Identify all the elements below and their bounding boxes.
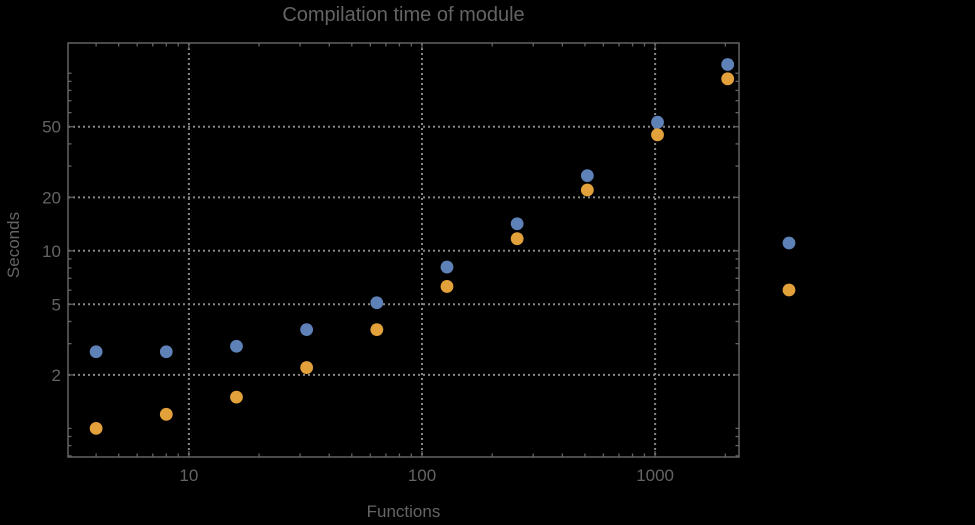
y-tick-label: 5 [52,295,61,314]
x-tick-label: 10 [179,466,198,485]
x-tick-label: 100 [408,466,436,485]
data-point-series-orange [370,323,384,336]
y-tick-label: 20 [42,188,61,207]
legend-marker-1 [782,236,796,250]
data-point-series-blue [230,339,243,353]
data-point-series-blue [721,58,735,71]
data-point-series-orange [510,232,524,246]
x-tick-label: 1000 [636,466,674,485]
chart-title: Compilation time of module [282,4,525,26]
data-point-series-orange [651,128,664,142]
data-point-series-orange [230,390,243,404]
data-point-series-blue [440,260,454,274]
data-point-series-orange [89,421,103,435]
data-point-series-blue [510,217,524,231]
data-point-series-blue [159,345,173,359]
data-point-series-orange [440,280,454,293]
data-point-series-blue [370,296,384,310]
data-point-series-blue [300,323,314,336]
data-point-series-orange [300,361,314,374]
data-point-series-blue [580,169,594,183]
x-axis-label: Functions [366,502,441,521]
plot-frame [67,42,740,458]
y-tick-label: 2 [52,366,61,385]
y-tick-label: 50 [42,118,61,137]
data-point-series-orange [159,407,173,421]
y-tick-label: 10 [42,242,61,261]
legend-marker-2 [782,283,796,297]
data-point-series-blue [89,345,103,359]
data-point-series-orange [721,72,735,86]
data-point-series-orange [580,183,594,197]
y-axis-label: Seconds [4,211,23,279]
data-point-series-blue [651,115,664,129]
